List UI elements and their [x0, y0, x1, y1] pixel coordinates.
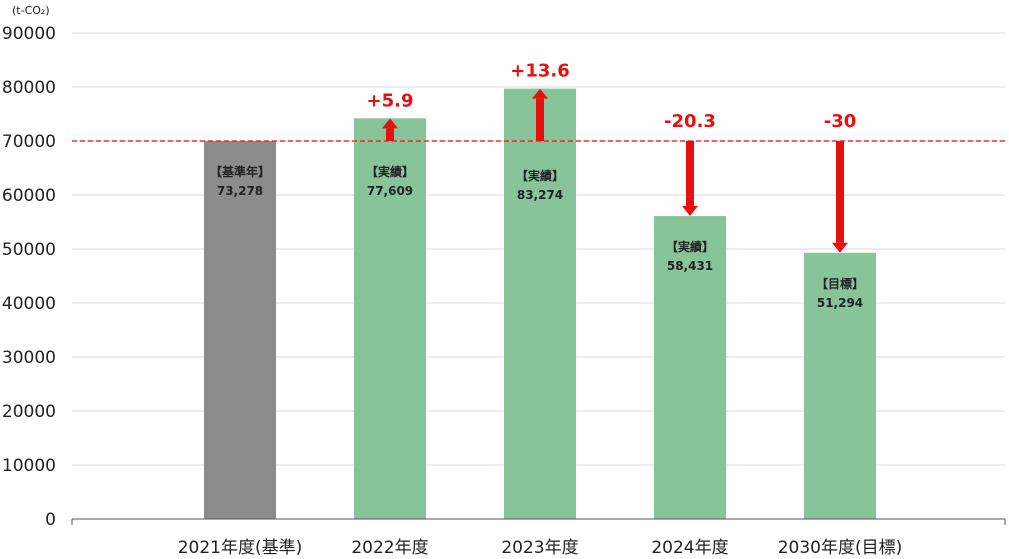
bar-tag-label: 【目標】	[816, 276, 864, 291]
labels-layer: 2021年度(基準) 2022年度 2023年度 2024年度 2030年度(目標) 【基…	[178, 164, 903, 558]
delta-label: -20.3	[664, 111, 716, 132]
delta-label: +13.6	[510, 61, 570, 82]
bar-value-label: 83,274	[517, 188, 563, 202]
up-arrow-head	[532, 88, 548, 99]
y-tick-label: 30000	[2, 348, 56, 368]
y-tick-label: 70000	[2, 132, 56, 152]
down-arrow-shaft	[686, 141, 694, 207]
bars-layer	[204, 88, 876, 520]
bar-tag-label: 【実績】	[666, 239, 714, 254]
y-tick-label: 60000	[2, 186, 56, 206]
x-category-label: 2021年度(基準)	[178, 538, 303, 558]
y-tick-label: 20000	[2, 402, 56, 422]
down-arrow-shaft	[836, 141, 844, 243]
delta-label: -30	[824, 111, 857, 132]
x-category-label: 2023年度	[501, 538, 578, 558]
y-tick-label: 80000	[2, 78, 56, 98]
bar	[804, 252, 876, 519]
delta-label: +5.9	[367, 90, 414, 111]
y-tick-label: 50000	[2, 240, 56, 260]
down-arrow-head	[832, 242, 848, 253]
bar-value-label: 51,294	[817, 296, 863, 310]
bar	[654, 216, 726, 519]
y-tick-label: 40000	[2, 294, 56, 314]
axis-layer: 0 10000 20000 30000 40000 50000 60000 70000 8000…	[2, 24, 1006, 530]
down-arrow-head	[682, 206, 698, 217]
bar-tag-label: 【実績】	[366, 164, 414, 179]
x-category-label: 2030年度(目標)	[778, 538, 903, 558]
bar	[354, 118, 426, 519]
up-arrow-head	[382, 118, 398, 129]
up-arrow-shaft	[536, 98, 544, 141]
bar-tag-label: 【実績】	[516, 168, 564, 183]
bar-value-label: 58,431	[667, 259, 713, 273]
bar-value-label: 77,609	[367, 184, 413, 198]
bar	[504, 88, 576, 520]
x-category-label: 2022年度	[351, 538, 428, 558]
arrows-layer: +5.9 +13.6 -20.3 -30	[72, 61, 1005, 253]
bar-value-label: 73,278	[217, 184, 263, 198]
y-tick-label: 0	[45, 510, 56, 530]
bar	[204, 141, 276, 519]
x-category-label: 2024年度	[651, 538, 728, 558]
up-arrow-shaft	[386, 128, 394, 141]
y-tick-label: 10000	[2, 456, 56, 476]
bar-tag-label: 【基準年】	[210, 164, 270, 179]
y-tick-label: 90000	[2, 24, 56, 44]
y-axis-unit-label: (t-CO₂)	[12, 4, 50, 17]
